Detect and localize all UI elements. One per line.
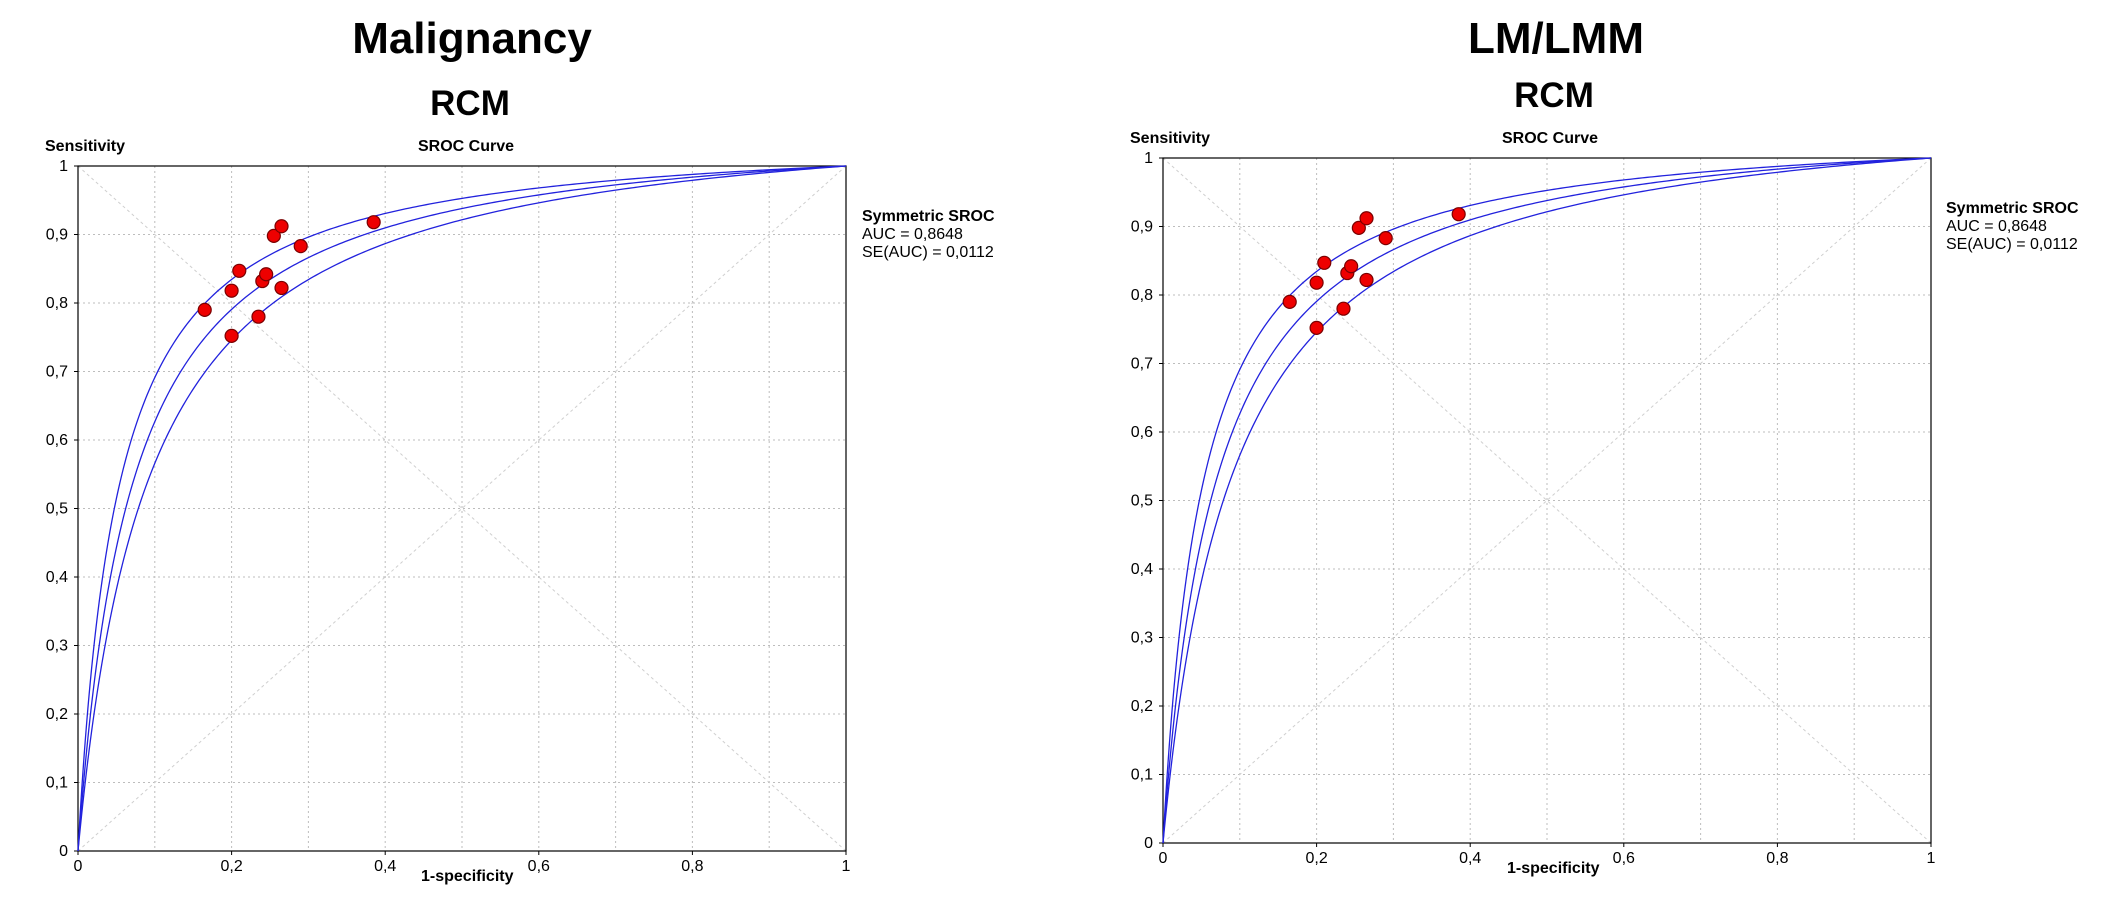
study-point — [232, 263, 247, 278]
sroc-plot: 0 0,2 0,4 0,6 0,8 1 0 0,1 0,2 0,3 0,4 0,5 0,6 0,7 0,8 0… — [46, 158, 851, 875]
legend-se: SE(AUC) = 0,0112 — [862, 244, 994, 261]
study-point — [1309, 275, 1324, 290]
x-tick-label: 0,4 — [1459, 850, 1481, 867]
x-tick-label: 0,6 — [1613, 850, 1635, 867]
y-tick-label: 0 — [59, 843, 68, 860]
study-point — [266, 228, 281, 243]
sroc-upper-ci-curve — [1162, 157, 1932, 844]
y-tick-label: 0,3 — [46, 638, 68, 655]
y-tick-label: 0,9 — [46, 227, 68, 244]
study-point — [251, 309, 266, 324]
y-tick-label: 0,3 — [1131, 630, 1153, 647]
study-point — [224, 328, 239, 343]
study-point — [1451, 207, 1466, 222]
study-point — [274, 280, 289, 296]
x-tick-label: 0 — [1159, 850, 1168, 867]
sroc-plot: 0 0,2 0,4 0,6 0,8 1 0 0,1 0,2 0,3 0,4 0,5 0,6 0,7 0,8 0… — [1131, 150, 1936, 867]
x-axis-label: 1-specificity — [421, 868, 514, 885]
x-tick-label: 0,2 — [220, 858, 242, 875]
legend-se: SE(AUC) = 0,0112 — [1946, 236, 2078, 253]
y-tick-label: 0,5 — [46, 501, 68, 518]
x-axis-label: 1-specificity — [1507, 860, 1600, 877]
sroc-lower-ci-curve — [77, 165, 847, 852]
x-tick-label: 0,8 — [681, 858, 703, 875]
x-tick-label: 0,2 — [1305, 850, 1327, 867]
y-tick-label: 0,7 — [46, 364, 68, 381]
y-tick-label: 1 — [59, 158, 68, 175]
study-point — [1336, 301, 1351, 316]
study-point — [259, 267, 274, 282]
x-tick-label: 0,6 — [528, 858, 550, 875]
study-point — [1317, 255, 1332, 270]
study-point — [366, 215, 381, 230]
study-point — [1344, 259, 1359, 274]
legend-auc: AUC = 0,8648 — [862, 226, 963, 243]
y-tick-label: 0,4 — [1131, 561, 1153, 578]
y-tick-label: 0,4 — [46, 569, 68, 586]
y-tick-label: 1 — [1144, 150, 1153, 167]
study-point — [1309, 320, 1324, 335]
sroc-lower-ci-curve — [1162, 157, 1932, 844]
study-point — [197, 302, 212, 317]
y-tick-label: 0,7 — [1131, 356, 1153, 373]
study-point — [1282, 294, 1297, 309]
panel-subheading: RCM — [1514, 76, 1594, 115]
y-axis-label: Sensitivity — [1130, 130, 1211, 147]
panel-heading: Malignancy — [352, 14, 592, 63]
x-tick-label: 0,8 — [1766, 850, 1788, 867]
x-tick-label: 1 — [842, 858, 851, 875]
y-tick-label: 0,1 — [1131, 767, 1153, 784]
y-tick-label: 0,1 — [46, 775, 68, 792]
y-tick-label: 0,2 — [1131, 698, 1153, 715]
y-tick-label: 0,8 — [46, 295, 68, 312]
y-tick-label: 0,9 — [1131, 219, 1153, 236]
legend-auc: AUC = 0,8648 — [1946, 218, 2047, 235]
y-tick-label: 0,2 — [46, 706, 68, 723]
legend: Symmetric SROC AUC = 0,8648 SE(AUC) = 0,… — [862, 208, 995, 262]
y-tick-label: 0,6 — [1131, 424, 1153, 441]
study-point — [224, 283, 239, 298]
y-axis-label: Sensitivity — [45, 138, 126, 155]
sroc-upper-ci-curve — [77, 165, 847, 852]
study-point — [293, 239, 308, 254]
legend: Symmetric SROC AUC = 0,8648 SE(AUC) = 0,… — [1946, 200, 2079, 254]
panel-subheading: RCM — [430, 84, 510, 123]
study-point — [1359, 272, 1374, 288]
x-tick-label: 1 — [1927, 850, 1936, 867]
x-tick-label: 0,4 — [374, 858, 396, 875]
panel-heading: LM/LMM — [1468, 14, 1644, 63]
chart-panel-malignancy: Malignancy RCM Sensitivity SROC Curve 1-… — [45, 14, 995, 885]
chart-panel-lm-lmm: LM/LMM RCM Sensitivity SROC Curve 1-spec… — [1064, 0, 2128, 908]
study-point — [1359, 211, 1374, 226]
study-point — [274, 219, 289, 234]
study-point — [1378, 231, 1393, 246]
legend-title: Symmetric SROC — [1946, 200, 2079, 217]
y-tick-label: 0,8 — [1131, 287, 1153, 304]
y-tick-label: 0,6 — [46, 432, 68, 449]
legend-title: Symmetric SROC — [862, 208, 995, 225]
x-tick-label: 0 — [74, 858, 83, 875]
chart-title: SROC Curve — [1502, 130, 1599, 147]
chart-title: SROC Curve — [418, 138, 515, 155]
y-tick-label: 0 — [1144, 835, 1153, 852]
study-point — [1351, 220, 1366, 235]
y-tick-label: 0,5 — [1131, 493, 1153, 510]
